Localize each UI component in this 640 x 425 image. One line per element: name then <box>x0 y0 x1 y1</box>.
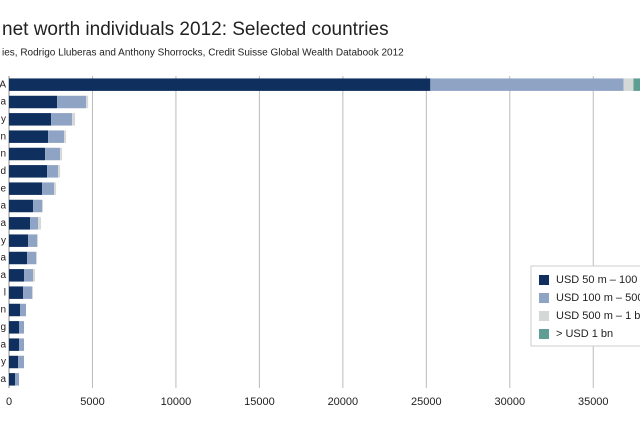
bar-segment <box>9 269 25 282</box>
bar-segment <box>47 165 59 178</box>
bar-segment <box>9 113 52 126</box>
y-tick-label: a <box>0 201 6 212</box>
bar-segment <box>15 373 20 386</box>
bar-segment <box>9 95 58 109</box>
legend-swatch <box>539 275 549 285</box>
bar-segment <box>32 286 34 299</box>
legend-label: > USD 1 bn <box>556 328 613 340</box>
y-tick-label: A <box>0 79 6 90</box>
bar-segment <box>430 78 624 91</box>
bar-segment <box>86 95 89 109</box>
bar-segment <box>9 338 20 351</box>
bar-segment <box>9 78 431 91</box>
bar-segment <box>42 182 55 195</box>
bar-segment <box>18 355 25 369</box>
x-tick-label: 30000 <box>494 396 525 408</box>
bar-segment <box>19 338 25 351</box>
y-tick-label: n <box>0 131 6 142</box>
bar-segment <box>9 373 16 386</box>
bar-segment <box>19 321 25 334</box>
bar-segment <box>9 303 21 317</box>
bar-segment <box>20 303 27 317</box>
bar-segment <box>9 182 43 195</box>
bar-segment <box>24 269 34 282</box>
bar-segment <box>28 234 38 247</box>
x-tick-label: 0 <box>6 396 12 408</box>
bar-segment <box>33 199 43 213</box>
y-tick-label: a <box>0 374 6 385</box>
bar-segment <box>9 217 31 230</box>
bar-segment <box>64 130 67 143</box>
chart-subtitle: ies, Rodrigo Lluberas and Anthony Shorro… <box>2 48 404 59</box>
bar-segment <box>57 95 87 109</box>
bar-segment <box>23 286 33 299</box>
y-tick-label: y <box>1 114 6 125</box>
bar-segment <box>54 182 57 195</box>
bar-segment <box>9 199 34 213</box>
bar-segment <box>45 147 61 161</box>
x-tick-label: 35000 <box>578 396 609 408</box>
bar-segment <box>9 355 19 369</box>
bar-segment <box>9 165 48 178</box>
x-tick-label: 10000 <box>161 396 192 408</box>
bar-segment <box>72 113 76 126</box>
legend-swatch <box>539 311 549 321</box>
bar-segment <box>9 286 24 299</box>
y-tick-label: d <box>0 166 6 177</box>
chart-title: net worth individuals 2012: Selected cou… <box>2 19 389 40</box>
y-tick-label: a <box>0 339 6 350</box>
y-tick-label: l <box>4 287 6 298</box>
bar-segment <box>9 251 28 265</box>
y-tick-label: y <box>1 357 6 368</box>
y-tick-label: a <box>0 253 6 264</box>
y-tick-label: n <box>0 305 6 316</box>
bar-segment <box>9 234 29 247</box>
legend-box <box>530 265 640 347</box>
bar-segment <box>36 251 38 265</box>
x-tick-label: 5000 <box>80 396 104 408</box>
x-tick-label: 15000 <box>244 396 275 408</box>
bar-segment <box>9 130 49 143</box>
bar-segment <box>623 78 634 91</box>
bar-segment <box>33 269 36 282</box>
bar-segment <box>38 217 42 230</box>
legend-swatch <box>539 293 549 303</box>
bar-segment <box>58 165 61 178</box>
bar-segment <box>37 234 39 247</box>
bar-segment <box>633 78 640 91</box>
y-tick-label: a <box>0 218 6 229</box>
y-tick-label: a <box>0 270 6 281</box>
y-tick-label: y <box>1 235 6 246</box>
y-tick-label: g <box>0 322 6 333</box>
x-tick-label: 20000 <box>328 396 359 408</box>
legend-swatch <box>539 329 549 339</box>
bar-segment <box>27 251 37 265</box>
y-tick-label: e <box>0 183 6 194</box>
bar-segment <box>48 130 65 143</box>
legend-label: USD 50 m – 100 r <box>556 274 640 286</box>
bar-segment <box>9 147 46 161</box>
legend-label: USD 100 m – 500 <box>556 292 640 304</box>
legend: USD 50 m – 100 r USD 100 m – 500 USD 500 m… <box>530 265 640 347</box>
bar-segment <box>60 147 63 161</box>
legend-label: USD 500 m – 1 bn <box>556 310 640 322</box>
bar-segment <box>51 113 73 126</box>
bar-segment <box>30 217 39 230</box>
x-tick-label: 25000 <box>411 396 442 408</box>
bar-segment <box>9 321 20 334</box>
y-tick-label: a <box>0 97 6 108</box>
y-tick-label: n <box>0 149 6 160</box>
bar-segment <box>42 199 44 213</box>
